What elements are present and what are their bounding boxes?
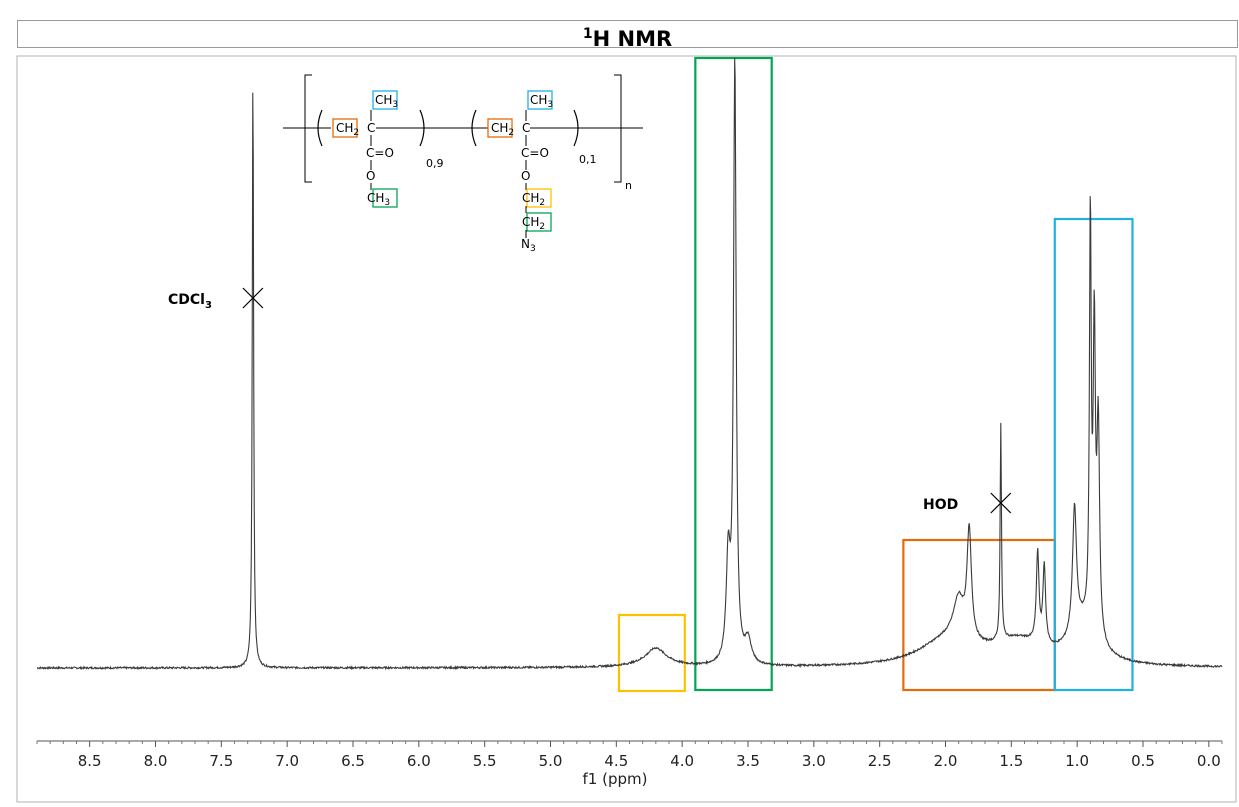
ch2-a: CH2 — [336, 121, 359, 138]
fraction-b: 0,1 — [579, 153, 597, 166]
x-tick-label: 1.5 — [999, 752, 1023, 770]
ch2-box-b-1 — [526, 188, 552, 208]
annotation-label: HOD — [923, 497, 958, 513]
ch3-box-a-bottom — [372, 188, 398, 208]
x-tick-label: 7.0 — [275, 752, 299, 770]
bracket-right — [614, 74, 622, 183]
bracket-left — [304, 74, 312, 183]
annotation-marker — [990, 492, 1012, 514]
x-tick-label: 4.5 — [604, 752, 628, 770]
x-tick-label: 6.5 — [341, 752, 365, 770]
title-bar: 1H NMR — [17, 20, 1238, 51]
x-tick-label: 4.0 — [670, 752, 694, 770]
x-tick-label: 0.5 — [1131, 752, 1155, 770]
o-b: O — [521, 169, 530, 183]
box-blue — [1053, 217, 1134, 692]
ch2-box-b-2 — [526, 212, 552, 232]
c-b: C — [522, 121, 530, 135]
paren-a-right — [419, 109, 425, 147]
ch3-a-top: CH3 — [375, 93, 398, 110]
paren-b-right — [573, 109, 579, 147]
annotation-marker — [242, 287, 264, 309]
n3: N3 — [521, 237, 536, 254]
repeat-n: n — [625, 179, 632, 192]
x-tick-label: 6.0 — [407, 752, 431, 770]
x-tick-label: 5.5 — [473, 752, 497, 770]
ch3-box-a-top — [372, 90, 398, 110]
annotation-label: CDCl3 — [168, 292, 212, 311]
x-tick-label: 3.5 — [736, 752, 760, 770]
paren-a-left — [317, 109, 323, 147]
ch3-a-bottom: CH3 — [367, 191, 390, 208]
fraction-a: 0,9 — [426, 157, 444, 170]
ch2-box-b — [487, 118, 513, 138]
highlight-boxes — [617, 56, 1134, 693]
title-superscript: 1 — [582, 26, 593, 42]
x-tick-label: 2.0 — [934, 752, 958, 770]
x-tick-label: 3.0 — [802, 752, 826, 770]
c-a-carbonyl: C=O — [366, 146, 394, 160]
ch2-b-1: CH2 — [522, 191, 545, 208]
c-b-carbonyl: C=O — [521, 146, 549, 160]
annotations: CDCl3 HOD — [168, 287, 1012, 514]
ch2-box-a — [332, 118, 358, 138]
paren-b-left — [471, 109, 477, 147]
x-tick-label: 1.0 — [1065, 752, 1089, 770]
x-tick-label: 2.5 — [868, 752, 892, 770]
ch3-box-b-top — [527, 90, 553, 110]
x-tick-label: 0.0 — [1197, 752, 1221, 770]
x-tick-label: 8.5 — [78, 752, 102, 770]
ch2-b-2: CH2 — [522, 215, 545, 232]
c-a: C — [367, 121, 375, 135]
x-tick-label: 8.0 — [144, 752, 168, 770]
chemical-structure: CH2 C CH3 C=O O CH3 0,9 CH2 C CH3 C=O O — [283, 74, 643, 254]
ch3-b-top: CH3 — [530, 93, 553, 110]
box-green — [694, 56, 773, 692]
plot-frame — [16, 55, 1237, 803]
title-main: H NMR — [592, 27, 673, 51]
spectrum-line — [36, 57, 1223, 671]
x-axis-ticks: 8.5 8.0 7.5 7.0 6.5 6.0 5.5 5.0 4.5 4.0 3.5 3.0 2.5 2… — [36, 741, 1223, 770]
o-a: O — [366, 169, 375, 183]
x-tick-label: 7.5 — [209, 752, 233, 770]
box-orange — [902, 538, 1056, 692]
ch2-b: CH2 — [491, 121, 514, 138]
chart-title: 1H NMR — [18, 21, 1237, 52]
x-axis-label: f1 (ppm) — [583, 770, 648, 788]
x-tick-label: 5.0 — [539, 752, 563, 770]
box-yellow — [617, 613, 686, 693]
